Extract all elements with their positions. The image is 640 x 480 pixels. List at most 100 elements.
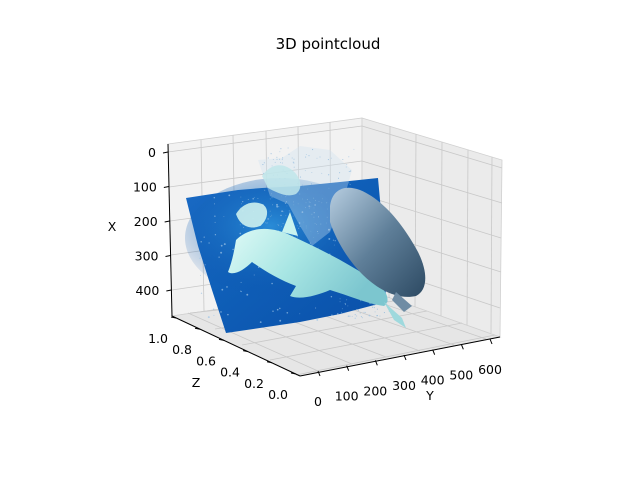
sparse-point <box>270 153 272 155</box>
speck-point <box>272 310 274 312</box>
sparse-point <box>305 227 307 229</box>
speck-point <box>214 221 216 223</box>
speck-point <box>203 236 205 238</box>
sparse-point <box>267 222 269 224</box>
sparse-point <box>277 223 279 225</box>
sparse-point <box>337 177 340 179</box>
sparse-point <box>240 203 243 205</box>
y-axis-tick-label: 100 <box>335 389 359 404</box>
y-axis-tick-mark <box>432 349 436 355</box>
x-axis-tick-mark <box>162 151 169 154</box>
speck-point <box>220 244 223 247</box>
sparse-point <box>313 236 315 239</box>
speck-point <box>301 211 304 213</box>
sparse-point <box>247 198 249 201</box>
speck-point <box>279 307 281 310</box>
sparse-point <box>279 158 281 160</box>
sparse-point <box>369 303 371 305</box>
x-data-axis-line <box>167 143 173 317</box>
sparse-point <box>293 166 295 168</box>
sparse-point <box>326 202 328 204</box>
sparse-point <box>288 153 290 155</box>
speck-point <box>316 318 319 321</box>
sparse-point <box>305 225 307 227</box>
sparse-point <box>374 311 376 313</box>
sparse-point <box>305 156 307 158</box>
sparse-point <box>276 158 278 160</box>
shark-light-body <box>228 228 388 306</box>
sparse-point <box>339 172 341 174</box>
z-axis-tick-label: 0.6 <box>196 353 216 368</box>
sparse-point <box>272 158 274 161</box>
speck-point <box>284 202 287 204</box>
sparse-point <box>387 300 389 302</box>
y-axis-tick-mark <box>489 338 493 345</box>
sparse-point <box>292 215 294 217</box>
sparse-point <box>347 315 349 317</box>
sparse-point <box>293 204 295 206</box>
speck-point <box>220 311 222 313</box>
speck-point <box>220 251 223 254</box>
sparse-point <box>326 208 328 210</box>
sparse-point <box>285 196 287 198</box>
sparse-point <box>328 174 330 176</box>
sparse-point <box>348 182 350 184</box>
sparse-point <box>313 207 315 209</box>
z-axis-tick-label: 0.0 <box>268 387 288 402</box>
sparse-point <box>348 156 350 158</box>
speck-point <box>330 296 333 298</box>
sparse-point <box>318 200 320 202</box>
speck-point <box>317 216 320 218</box>
speck-point <box>253 274 255 276</box>
sparse-point <box>274 161 276 163</box>
sparse-point <box>267 157 269 159</box>
speck-point <box>257 198 259 200</box>
sparse-point <box>311 213 313 215</box>
sparse-point <box>299 193 301 195</box>
sparse-point <box>348 170 350 173</box>
sparse-point <box>349 315 351 317</box>
sparse-point <box>319 156 321 158</box>
speck-point <box>208 242 210 244</box>
sparse-point <box>349 184 351 186</box>
sparse-point <box>342 158 344 161</box>
y-axis-tick-label: 200 <box>363 383 387 398</box>
speck-point <box>204 264 206 266</box>
sparse-point <box>304 170 306 172</box>
sparse-point <box>306 199 308 201</box>
sparse-point <box>286 205 288 207</box>
sparse-point <box>293 158 295 160</box>
speck-point <box>313 212 315 214</box>
x-axis-tick-mark <box>164 220 170 223</box>
sparse-point <box>271 214 273 216</box>
sparse-point <box>376 315 378 317</box>
sparse-point <box>356 315 358 317</box>
sparse-point <box>281 162 283 164</box>
sparse-point <box>313 216 315 218</box>
speck-point <box>212 308 215 311</box>
y-axis-tick-label: 300 <box>392 378 416 393</box>
speck-point <box>214 215 216 217</box>
speck-point <box>239 232 242 235</box>
sparse-point <box>360 300 362 302</box>
y-axis-tick-mark <box>460 344 464 350</box>
speck-point <box>315 307 317 309</box>
sparse-point <box>314 241 316 243</box>
sparse-point <box>383 312 385 314</box>
z-axis-tick-mark <box>266 361 273 364</box>
sparse-point <box>317 232 319 235</box>
sparse-point <box>239 224 241 226</box>
shark-light-fin <box>282 212 298 236</box>
speck-point <box>226 286 228 288</box>
sparse-point <box>359 312 361 314</box>
sparse-point <box>301 198 304 200</box>
speck-point <box>228 194 231 197</box>
z-axis-tick-mark <box>194 327 201 330</box>
speck-point <box>271 282 273 285</box>
speck-point <box>276 308 279 311</box>
speck-point <box>328 228 330 231</box>
speck-point <box>213 314 215 316</box>
sparse-point <box>347 305 349 307</box>
sparse-point <box>353 148 355 150</box>
x-axis-tick-mark <box>165 255 171 257</box>
